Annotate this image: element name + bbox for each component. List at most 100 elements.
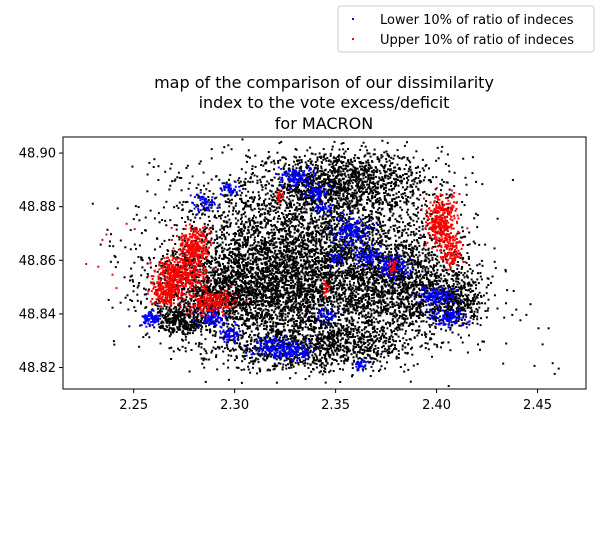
data-point-2-142 bbox=[376, 158, 379, 161]
data-point-2-979 bbox=[306, 247, 309, 250]
data-point-2-4752 bbox=[348, 200, 351, 203]
data-point-2-995 bbox=[222, 336, 225, 339]
data-point-2-4708 bbox=[348, 298, 351, 301]
data-point-2-2663 bbox=[257, 207, 260, 210]
data-point-2-2690 bbox=[285, 250, 288, 253]
data-point-2-1186 bbox=[308, 233, 311, 236]
data-point-2-1121 bbox=[379, 222, 382, 225]
data-point-2-938 bbox=[436, 255, 439, 258]
data-point-2-2924 bbox=[137, 206, 140, 208]
data-point-2-464 bbox=[297, 261, 300, 264]
data-point-2-1858 bbox=[299, 294, 301, 297]
data-point-2-1681 bbox=[390, 281, 393, 284]
data-point-2-217 bbox=[263, 218, 266, 221]
data-point-2-3078 bbox=[308, 234, 311, 237]
data-point-2-3221 bbox=[241, 232, 244, 235]
data-point-2-2849 bbox=[322, 265, 325, 268]
data-point-2-3997 bbox=[455, 286, 457, 288]
data-point-2-4335 bbox=[354, 301, 357, 304]
data-point-2-779 bbox=[288, 218, 291, 220]
data-point-2-1315 bbox=[106, 228, 109, 231]
data-point-2-911 bbox=[232, 232, 235, 235]
data-point-2-3220 bbox=[326, 258, 329, 260]
legend-marker-upper bbox=[352, 38, 354, 40]
data-point-2-4865 bbox=[304, 267, 307, 270]
data-point-2-1657 bbox=[393, 272, 396, 275]
data-point-2-4055 bbox=[477, 272, 479, 275]
data-point-2-988 bbox=[236, 242, 239, 245]
data-point-2-3994 bbox=[308, 271, 311, 274]
data-point-2-1408 bbox=[328, 231, 331, 234]
data-point-2-4535 bbox=[341, 287, 344, 290]
data-point-2-4058 bbox=[285, 214, 288, 216]
data-point-2-203 bbox=[332, 310, 335, 313]
data-point-2-1705 bbox=[368, 297, 371, 300]
data-point-2-4816 bbox=[331, 216, 333, 219]
data-point-2-473 bbox=[411, 252, 414, 254]
data-point-2-4299 bbox=[294, 283, 297, 285]
data-point-2-2892 bbox=[380, 273, 383, 276]
data-point-2-2922 bbox=[347, 312, 350, 315]
data-point-2-436 bbox=[260, 272, 263, 275]
data-point-2-4884 bbox=[278, 337, 281, 340]
data-point-2-3590 bbox=[303, 246, 306, 249]
data-point-2-4086 bbox=[339, 262, 342, 265]
data-point-2-374 bbox=[284, 309, 287, 312]
data-point-2-2861 bbox=[107, 298, 110, 301]
data-point-2-4034 bbox=[326, 222, 329, 225]
data-point-2-3502 bbox=[320, 226, 323, 229]
data-point-2-725 bbox=[246, 160, 248, 163]
data-point-2-1211 bbox=[330, 273, 333, 276]
data-point-2-1322 bbox=[310, 199, 313, 202]
data-point-2-4881 bbox=[313, 254, 316, 257]
data-point-2-4043 bbox=[241, 138, 244, 141]
data-point-2-2890 bbox=[214, 214, 216, 217]
data-point-2-668 bbox=[416, 240, 419, 243]
data-point-2-613 bbox=[277, 230, 280, 233]
data-point-2-3877 bbox=[392, 182, 395, 185]
data-point-2-1615 bbox=[390, 203, 393, 206]
data-point-2-3280 bbox=[384, 232, 387, 235]
data-point-2-3748 bbox=[286, 232, 289, 235]
data-point-2-877 bbox=[387, 258, 390, 261]
data-point-2-2991 bbox=[195, 213, 198, 216]
data-point-2-3085 bbox=[305, 232, 308, 235]
data-point-2-4315 bbox=[223, 220, 226, 223]
data-point-2-2417 bbox=[249, 269, 252, 272]
data-point-2-1723 bbox=[357, 300, 360, 303]
data-point-2-3099 bbox=[384, 174, 386, 177]
data-point-2-1343 bbox=[368, 233, 371, 236]
data-point-2-102 bbox=[275, 325, 278, 328]
data-point-2-3706 bbox=[435, 159, 438, 162]
data-point-2-1239 bbox=[174, 253, 177, 256]
data-point-2-3356 bbox=[335, 248, 338, 251]
data-point-2-2595 bbox=[285, 249, 288, 252]
data-point-2-2181 bbox=[364, 243, 367, 246]
data-point-2-3007 bbox=[335, 287, 338, 290]
data-point-2-4941 bbox=[148, 161, 151, 164]
data-point-2-4355 bbox=[166, 260, 169, 263]
data-point-2-196 bbox=[319, 274, 322, 277]
data-point-2-4891 bbox=[387, 204, 390, 206]
data-point-2-2580 bbox=[277, 249, 280, 252]
data-point-2-2130 bbox=[286, 244, 289, 247]
data-point-2-352 bbox=[301, 246, 304, 249]
data-point-2-4792 bbox=[214, 247, 217, 250]
data-point-2-4125 bbox=[272, 256, 275, 259]
data-point-2-3290 bbox=[394, 218, 397, 221]
data-point-2-4826 bbox=[309, 239, 312, 242]
data-point-2-2177 bbox=[412, 213, 415, 216]
data-point-2-4768 bbox=[305, 262, 308, 265]
data-point-2-1155 bbox=[389, 194, 391, 197]
data-point-2-527 bbox=[227, 198, 230, 200]
data-point-2-3868 bbox=[235, 247, 238, 250]
data-point-2-2853 bbox=[434, 211, 437, 214]
data-point-2-3660 bbox=[240, 216, 243, 219]
data-point-2-4594 bbox=[272, 300, 275, 302]
data-point-2-71 bbox=[251, 244, 254, 247]
data-point-2-2246 bbox=[357, 286, 360, 289]
data-point-2-1930 bbox=[327, 283, 330, 286]
data-point-2-4010 bbox=[340, 294, 343, 296]
data-point-2-696 bbox=[337, 316, 340, 319]
data-point-2-4834 bbox=[292, 337, 295, 340]
